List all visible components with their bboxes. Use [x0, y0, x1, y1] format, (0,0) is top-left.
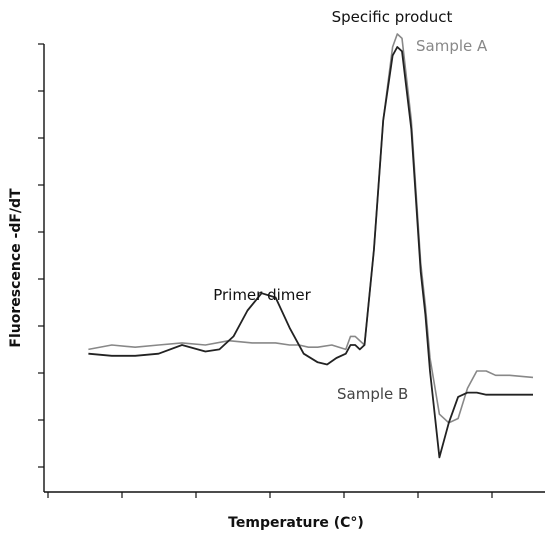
series-layer [88, 33, 534, 459]
primer-dimer-annotation: Primer dimer [213, 286, 311, 304]
series-line-sample-b [88, 46, 533, 459]
series-line-sample-a [88, 33, 534, 424]
sample-a-annotation: Sample A [416, 37, 488, 55]
sample-b-annotation: Sample B [337, 385, 408, 403]
y-axis-ticks [38, 43, 44, 468]
x-axis-title: Temperature (C°) [228, 515, 364, 531]
specific-product-annotation: Specific product [332, 8, 453, 26]
x-axis-ticks [47, 492, 493, 498]
y-axis-title: Fluorescence -dF/dT [8, 188, 24, 348]
